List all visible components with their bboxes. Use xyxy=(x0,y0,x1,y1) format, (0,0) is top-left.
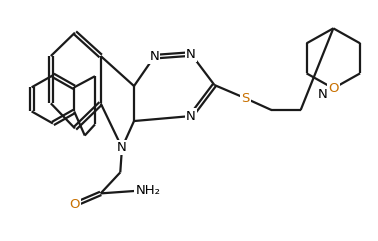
Text: N: N xyxy=(149,50,159,63)
Text: N: N xyxy=(186,47,196,60)
Text: N: N xyxy=(117,141,127,154)
Text: NH₂: NH₂ xyxy=(135,184,160,197)
Text: O: O xyxy=(70,198,80,211)
Text: N: N xyxy=(318,88,328,101)
Text: O: O xyxy=(328,82,339,95)
Text: N: N xyxy=(186,109,196,122)
Text: S: S xyxy=(242,92,250,105)
